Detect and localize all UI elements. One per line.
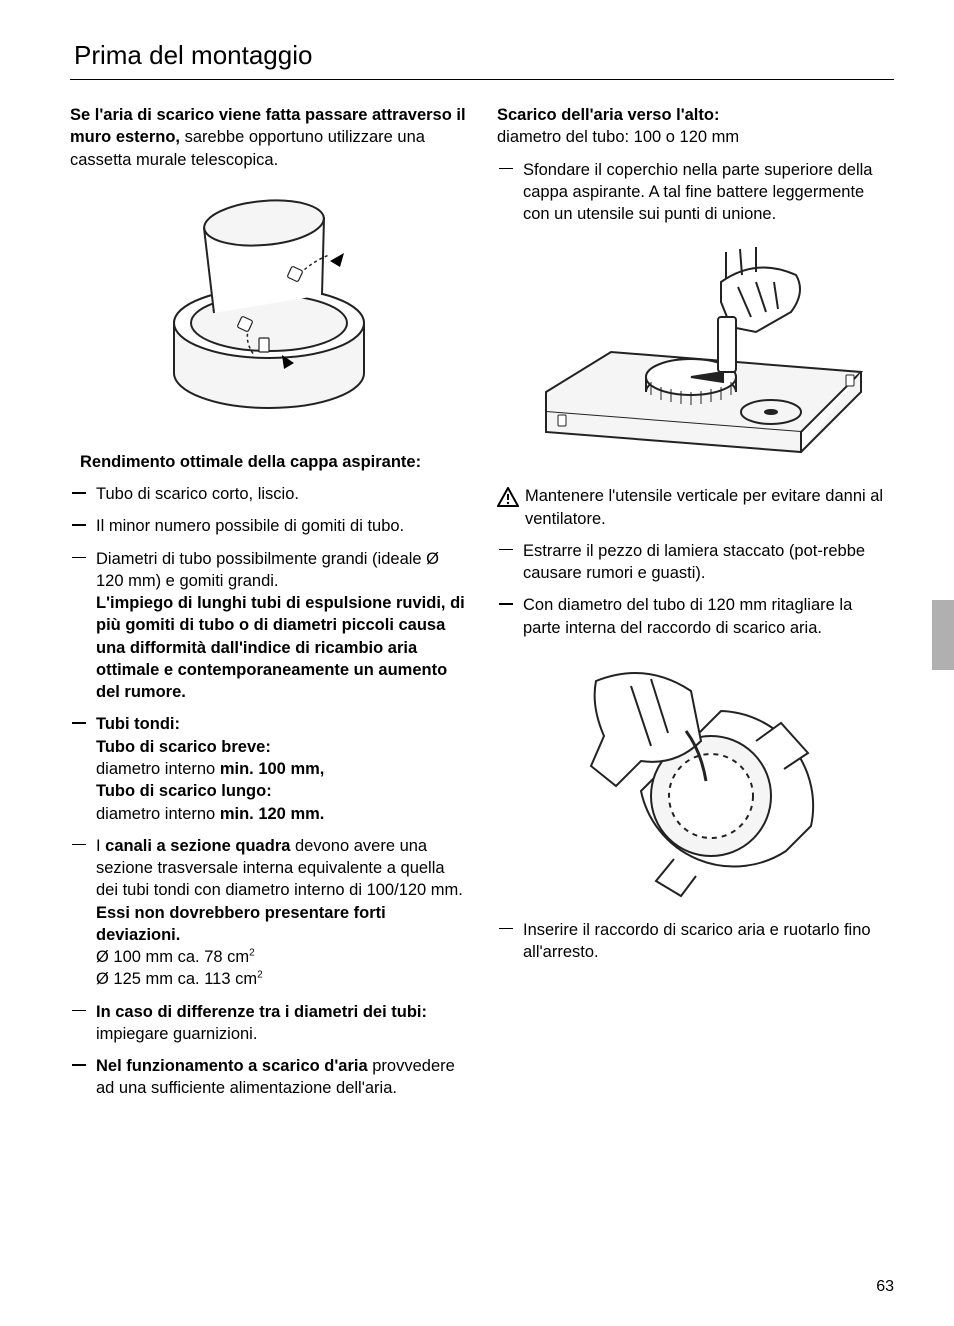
right-list: Sfondare il coperchio nella parte superi…	[523, 159, 894, 226]
right-head1-bold: Scarico dell'aria verso l'alto:	[497, 106, 719, 124]
page-number: 63	[876, 1278, 894, 1296]
li4t5a: diametro interno	[96, 805, 220, 823]
left-column: Se l'aria di scarico viene fatta passare…	[70, 104, 467, 1110]
illustration-knockout	[497, 237, 894, 467]
left-subhead1: Rendimento ottimale della cappa aspirant…	[80, 451, 467, 473]
li4t1: Tubi tondi:	[96, 715, 180, 733]
li4t3a: diametro interno	[96, 760, 220, 778]
li4t2: Tubo di scarico breve:	[96, 738, 271, 756]
warning-text: Mantenere l'utensile verticale per evita…	[525, 485, 894, 530]
li4t4: Tubo di scarico lungo:	[96, 782, 272, 800]
list-item: Con diametro del tubo di 120 mm ritaglia…	[523, 594, 894, 639]
list-item: Estrarre il pezzo di lamiera staccato (p…	[523, 540, 894, 585]
li5a-bold: canali a sezione quadra	[105, 837, 290, 855]
li5b: Essi non dovrebbero presentare forti dev…	[96, 904, 386, 944]
right-list2: Estrarre il pezzo di lamiera staccato (p…	[523, 540, 894, 639]
list-item: In caso di differenze tra i diametri dei…	[96, 1001, 467, 1046]
left-intro: Se l'aria di scarico viene fatta passare…	[70, 104, 467, 171]
list-item: Tubi tondi: Tubo di scarico breve: diame…	[96, 713, 467, 824]
right-list3: Inserire il raccordo di scarico aria e r…	[523, 919, 894, 964]
content-columns: Se l'aria di scarico viene fatta passare…	[70, 104, 894, 1110]
list-item: Il minor numero possibile di gomiti di t…	[96, 515, 467, 537]
page-title: Prima del montaggio	[70, 40, 894, 80]
list-item: Diametri di tubo possibilmente grandi (i…	[96, 548, 467, 704]
li6b: impiegare guarnizioni.	[96, 1025, 257, 1043]
list-item: Inserire il raccordo di scarico aria e r…	[523, 919, 894, 964]
list-item: Sfondare il coperchio nella parte superi…	[523, 159, 894, 226]
li6a: In caso di differenze tra i diametri dei…	[96, 1003, 427, 1021]
subhead1-text: Rendimento ottimale della cappa aspirant…	[80, 453, 421, 471]
left-list: Tubo di scarico corto, liscio. Il minor …	[96, 483, 467, 1100]
li7a: Nel funzionamento a scarico d'aria	[96, 1057, 368, 1075]
li3a: Diametri di tubo possibilmente grandi (i…	[96, 550, 439, 590]
list-item: Nel funzionamento a scarico d'aria provv…	[96, 1055, 467, 1100]
li4t5b: min. 120 mm.	[220, 805, 325, 823]
warning-icon	[497, 487, 519, 507]
li5d: Ø 125 mm ca. 113 cm2	[96, 970, 263, 988]
list-item: I canali a sezione quadra devono avere u…	[96, 835, 467, 991]
right-head1: Scarico dell'aria verso l'alto: diametro…	[497, 104, 894, 149]
right-column: Scarico dell'aria verso l'alto: diametro…	[497, 104, 894, 1110]
li4t3b: min. 100 mm,	[220, 760, 325, 778]
illustration-cutout	[497, 651, 894, 901]
li5c: Ø 100 mm ca. 78 cm2	[96, 948, 255, 966]
right-head1-sub: diametro del tubo: 100 o 120 mm	[497, 128, 739, 146]
illustration-cassette	[70, 183, 467, 433]
li3b: L'impiego di lunghi tubi di espulsione r…	[96, 594, 465, 701]
li5a-pre: I	[96, 837, 105, 855]
list-item: Tubo di scarico corto, liscio.	[96, 483, 467, 505]
warning: Mantenere l'utensile verticale per evita…	[497, 485, 894, 530]
page-tab	[932, 600, 954, 670]
